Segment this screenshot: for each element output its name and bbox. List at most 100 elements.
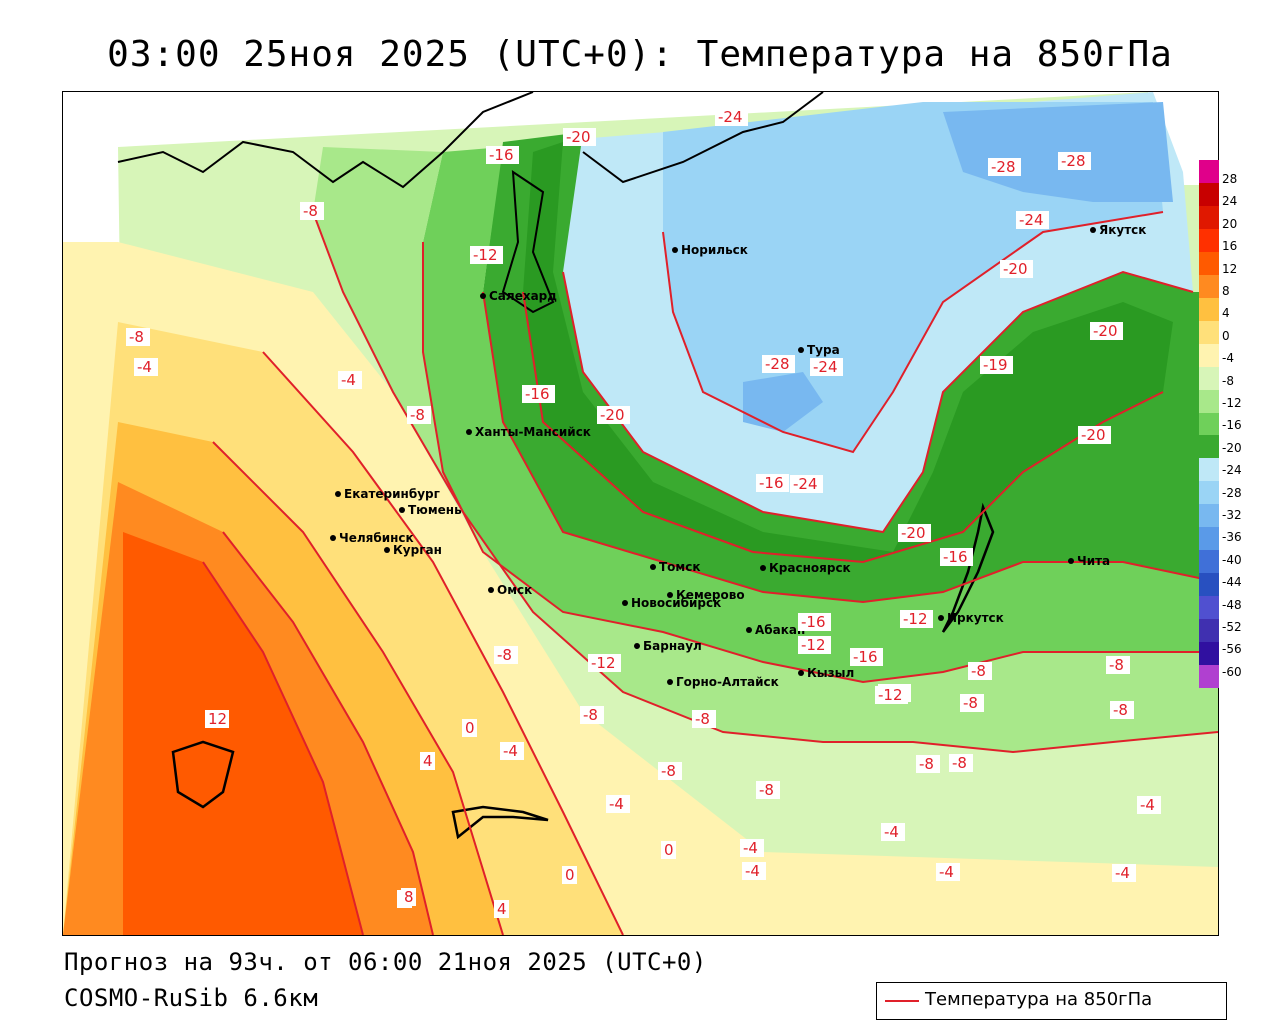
city-label: Кызыл [807, 666, 854, 680]
isoline-label-box [658, 762, 682, 780]
isoline-label: -8 [919, 755, 934, 773]
isoline-label: -16 [489, 146, 514, 164]
colorbar-segment [1199, 481, 1219, 505]
city-marker [1068, 558, 1074, 564]
city-label: Тюмень [408, 503, 462, 517]
isoline-label: 8 [404, 888, 414, 906]
isoline-label: -24 [793, 475, 818, 493]
temperature-colorbar [1199, 160, 1219, 689]
colorbar-segment [1199, 182, 1219, 207]
city-label: Екатеринбург [344, 487, 440, 501]
isoline-label-box [580, 706, 604, 724]
isoline-label: -8 [661, 762, 676, 780]
isoline-label-box [790, 475, 823, 493]
isoline-label-box [500, 742, 524, 760]
isoline-label: 0 [664, 841, 674, 859]
isoline-label-box [980, 356, 1013, 374]
isoline-label-box [968, 662, 992, 680]
map-legend: Температура на 850гПа [876, 982, 1227, 1020]
colorbar-tick-label: -24 [1222, 463, 1242, 478]
isoline-label: -12 [878, 686, 903, 704]
isoline-label: -20 [1003, 260, 1028, 278]
isoline-label: -4 [884, 823, 899, 841]
isoline-label: -20 [1081, 426, 1106, 444]
isoline-label: -8 [759, 781, 774, 799]
isoline-label-box [898, 524, 931, 542]
isoline-label-box [1016, 211, 1049, 229]
colorbar-tick-label: -16 [1222, 418, 1242, 433]
city-marker [667, 592, 673, 598]
city-label: Барнаул [643, 639, 702, 653]
isoline-label-box [762, 355, 795, 373]
colorbar-segment [1199, 251, 1219, 276]
isoline-label-box [949, 754, 973, 772]
isoline-label-box [850, 648, 883, 666]
isoline-label: -4 [341, 371, 356, 389]
colorbar-segment [1199, 412, 1219, 436]
colorbar-tick-label: -8 [1222, 373, 1234, 388]
colorbar-tick-label: -28 [1222, 485, 1242, 500]
isoline-label: -12 [473, 246, 498, 264]
isoline-label-box [1110, 701, 1134, 719]
city-marker [672, 247, 678, 253]
isoline-label-box [940, 548, 973, 566]
isoline-label: -24 [718, 108, 743, 126]
isoline-label: -16 [801, 613, 826, 631]
green-belt [483, 132, 1218, 602]
colorbar-segment [1199, 320, 1219, 345]
colorbar-tick-label: 20 [1222, 216, 1238, 231]
isoline-label-box [563, 128, 596, 146]
city-label: Курган [393, 543, 442, 557]
city-marker [798, 347, 804, 353]
isoline-label-box [338, 371, 362, 389]
city-marker [384, 547, 390, 553]
isoline-label-box [407, 406, 431, 424]
isoline-label: 12 [208, 710, 227, 728]
city-label: Челябинск [339, 531, 414, 545]
colorbar-tick-label: -36 [1222, 530, 1242, 545]
isoline-label: -16 [853, 648, 878, 666]
map-title: 03:00 25ноя 2025 (UTC+0): Температура на… [107, 34, 1173, 75]
isoline-label-box [300, 202, 324, 220]
isoline-label: -28 [991, 158, 1016, 176]
city-label: Новосибирск [631, 596, 721, 610]
city-marker [760, 565, 766, 571]
city-marker [938, 615, 944, 621]
city-marker [480, 293, 486, 299]
coastline-taymyr [582, 92, 824, 184]
colorbar-tick-label: -56 [1222, 642, 1242, 657]
city-label: Иркутск [947, 611, 1004, 625]
colorbar-tick-label: 0 [1222, 328, 1230, 343]
isoline-labels-layer: -20-24-28 -28-16-8-12-24-20-20-8-4-16-20-… [126, 108, 1161, 918]
isoline-label: -8 [1109, 656, 1124, 674]
colorbar-segment [1199, 389, 1219, 414]
isoline-label: -16 [759, 474, 784, 492]
isoline-label: -4 [743, 839, 758, 857]
isoline-label-box [1112, 864, 1136, 882]
city-marker [746, 627, 752, 633]
isoline-label-box [740, 839, 764, 857]
city-marker [622, 600, 628, 606]
city-marker [399, 507, 405, 513]
isoline-label-box [606, 795, 630, 813]
isoline-label-box [462, 719, 477, 737]
isoline-label: -8 [695, 710, 710, 728]
temperature-map[interactable]: Норильск Якутск Салехард Тура Ханты-Мансийск… [62, 91, 1219, 936]
city-label: Ханты-Мансийск [475, 425, 591, 439]
city-marker [1090, 227, 1096, 233]
legend-label: Температура на 850гПа [925, 989, 1153, 1010]
isoline-label-box [1137, 796, 1161, 814]
colorbar-tick-label: 4 [1222, 306, 1230, 321]
isoline-label: -4 [609, 795, 624, 813]
colorbar-segment [1199, 527, 1219, 551]
city-label: Красноярск [769, 561, 851, 575]
coastline-yamal [501, 170, 555, 314]
colorbar-segment [1199, 596, 1219, 620]
isoline-label: -8 [583, 706, 598, 724]
isoline-label: -8 [1113, 701, 1128, 719]
colorbar-segment [1199, 573, 1219, 597]
isoline-label: -12 [591, 654, 616, 672]
isoline-label: 4 [423, 752, 433, 770]
colorbar-segment [1199, 366, 1219, 391]
city-marker [634, 643, 640, 649]
